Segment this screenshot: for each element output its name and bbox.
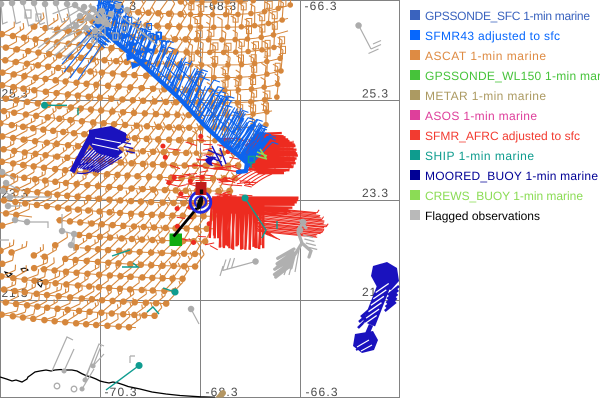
svg-text:GPSSONDE_SFC 1-min marine: GPSSONDE_SFC 1-min marine — [425, 9, 590, 23]
svg-text:-66.3: -66.3 — [306, 385, 338, 399]
svg-text:25.3: 25.3 — [362, 87, 388, 101]
svg-text:SFMR43 adjusted to sfc: SFMR43 adjusted to sfc — [425, 29, 560, 43]
svg-text:METAR 1-min marine: METAR 1-min marine — [425, 89, 546, 103]
svg-text:23.3: 23.3 — [362, 186, 388, 200]
svg-text:-66.3: -66.3 — [305, 0, 337, 13]
svg-text:ASCAT 1-min marine: ASCAT 1-min marine — [425, 49, 546, 63]
svg-text:Flagged observations: Flagged observations — [425, 209, 540, 223]
svg-text:SHIP 1-min marine: SHIP 1-min marine — [425, 149, 534, 163]
svg-text:ASOS 1-min marine: ASOS 1-min marine — [425, 109, 537, 123]
svg-text:SFMR_AFRC adjusted to sfc: SFMR_AFRC adjusted to sfc — [425, 129, 580, 143]
svg-text:CREWS_BUOY 1-min marine: CREWS_BUOY 1-min marine — [425, 189, 583, 203]
svg-text:GPSSONDE_WL150 1-min marine: GPSSONDE_WL150 1-min marine — [425, 69, 600, 83]
svg-text:MOORED_BUOY 1-min marine: MOORED_BUOY 1-min marine — [425, 169, 598, 183]
